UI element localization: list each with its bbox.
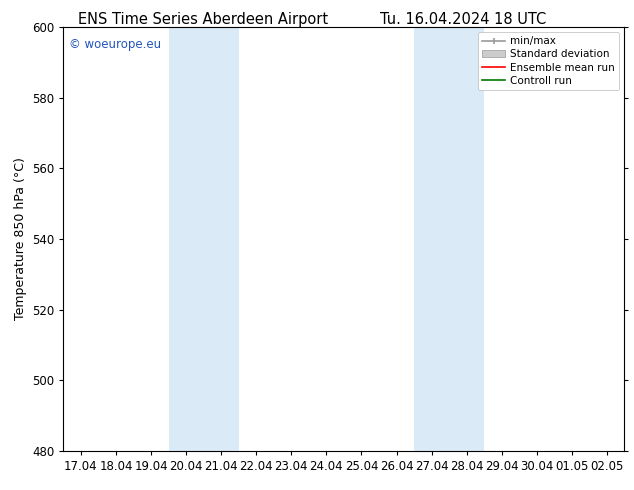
Bar <box>169 27 239 451</box>
Y-axis label: Temperature 850 hPa (°C): Temperature 850 hPa (°C) <box>13 157 27 320</box>
Text: ENS Time Series Aberdeen Airport: ENS Time Series Aberdeen Airport <box>78 12 328 27</box>
Text: Tu. 16.04.2024 18 UTC: Tu. 16.04.2024 18 UTC <box>380 12 546 27</box>
Bar <box>414 27 484 451</box>
Legend: min/max, Standard deviation, Ensemble mean run, Controll run: min/max, Standard deviation, Ensemble me… <box>478 32 619 90</box>
Text: © woeurope.eu: © woeurope.eu <box>69 38 161 50</box>
